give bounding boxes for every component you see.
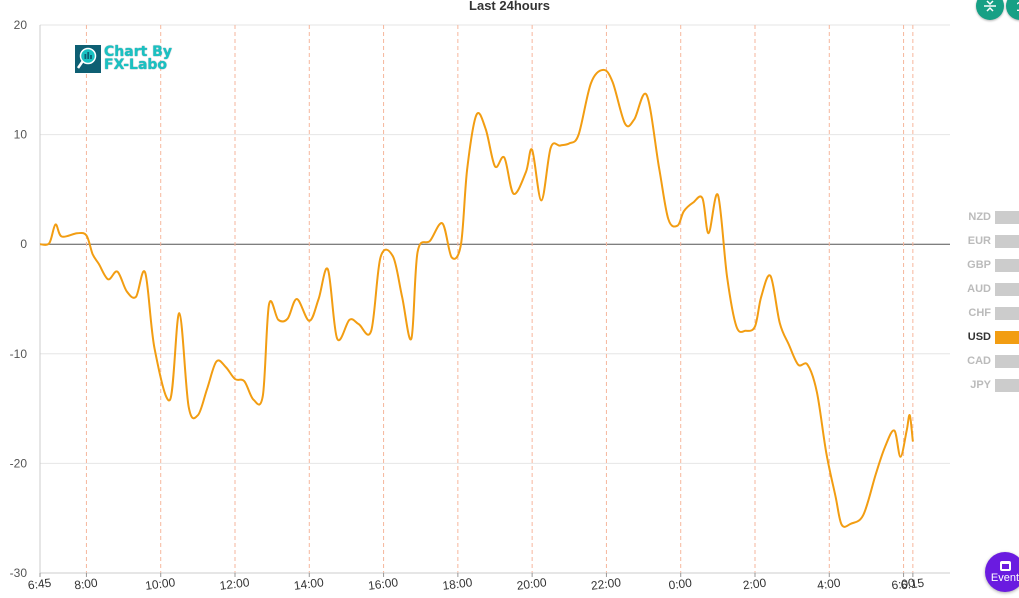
legend-label: CAD bbox=[967, 355, 991, 367]
legend-label: JPY bbox=[970, 379, 991, 391]
legend-item-cad[interactable]: CAD bbox=[952, 349, 1019, 373]
y-tick-label: -20 bbox=[10, 456, 28, 470]
fx-labo-logo: Chart By FX-Labo bbox=[75, 45, 172, 73]
legend-swatch bbox=[995, 378, 1019, 392]
x-tick-label: 6:00 bbox=[891, 576, 916, 593]
x-tick-label: 10:00 bbox=[144, 575, 176, 593]
x-tick-label: 6:45 bbox=[27, 576, 52, 593]
y-tick-label: -30 bbox=[10, 566, 28, 580]
y-tick-label: -10 bbox=[10, 347, 28, 361]
legend-label: CHF bbox=[968, 307, 991, 319]
chart-axes bbox=[39, 25, 950, 577]
compress-view-button[interactable] bbox=[976, 0, 1004, 20]
logo-line-1: Chart By bbox=[104, 44, 172, 60]
x-tick-label: 14:00 bbox=[293, 575, 325, 593]
period-button[interactable]: 1 bbox=[1006, 0, 1019, 20]
x-tick-label: 6:15 bbox=[900, 576, 925, 593]
legend-label: NZD bbox=[968, 211, 991, 223]
y-tick-label: 0 bbox=[20, 237, 27, 251]
currency-legend: NZD EUR GBP AUD CHF USD CAD JPY bbox=[952, 205, 1019, 397]
series-line-usd bbox=[39, 68, 914, 528]
x-tick-label: 22:00 bbox=[590, 575, 622, 593]
chart-title: Last 24hours bbox=[469, 0, 550, 13]
legend-label: USD bbox=[967, 331, 991, 343]
x-tick-label: 20:00 bbox=[516, 575, 548, 593]
legend-swatch bbox=[995, 234, 1019, 248]
x-tick-label: 0:00 bbox=[668, 576, 693, 593]
vertical-gridlines bbox=[39, 25, 914, 573]
logo-line-2: FX-Labo bbox=[104, 57, 168, 73]
legend-item-nzd[interactable]: NZD bbox=[952, 205, 1019, 229]
calendar-icon bbox=[999, 560, 1011, 571]
legend-swatch bbox=[995, 354, 1019, 368]
magnifier-chart-icon bbox=[75, 45, 101, 73]
x-tick-label: 12:00 bbox=[219, 575, 251, 593]
x-tick-label: 4:00 bbox=[816, 576, 841, 593]
legend-item-jpy[interactable]: JPY bbox=[952, 373, 1019, 397]
legend-swatch bbox=[995, 306, 1019, 320]
x-tick-label: 18:00 bbox=[442, 575, 474, 593]
event-button[interactable]: Event bbox=[985, 552, 1019, 592]
legend-item-eur[interactable]: EUR bbox=[952, 229, 1019, 253]
legend-swatch bbox=[995, 282, 1019, 296]
legend-item-chf[interactable]: CHF bbox=[952, 301, 1019, 325]
x-tick-label: 8:00 bbox=[73, 576, 98, 593]
y-tick-label: 10 bbox=[14, 128, 28, 142]
horizontal-gridlines bbox=[40, 24, 950, 574]
legend-swatch bbox=[995, 258, 1019, 272]
x-tick-label: 2:00 bbox=[742, 576, 767, 593]
x-tick-label: 16:00 bbox=[367, 575, 399, 593]
period-button-label: 1 bbox=[1016, 0, 1019, 14]
legend-item-usd[interactable]: USD bbox=[952, 325, 1019, 349]
y-tick-label: 20 bbox=[14, 18, 28, 32]
legend-label: GBP bbox=[967, 259, 991, 271]
y-axis-tick-labels: 20 10 0 -10 -20 -30 bbox=[10, 18, 28, 580]
legend-item-aud[interactable]: AUD bbox=[952, 277, 1019, 301]
event-button-label: Event bbox=[990, 571, 1019, 584]
legend-swatch bbox=[995, 210, 1019, 224]
legend-label: EUR bbox=[967, 235, 991, 247]
legend-item-gbp[interactable]: GBP bbox=[952, 253, 1019, 277]
x-axis-tick-labels: 6:45 8:00 10:00 12:00 14:00 16:00 18:00 20:00 22… bbox=[27, 575, 925, 593]
legend-swatch bbox=[995, 330, 1019, 344]
legend-label: AUD bbox=[967, 283, 991, 295]
series-lines bbox=[39, 68, 914, 528]
compress-arrows-icon bbox=[984, 0, 996, 12]
